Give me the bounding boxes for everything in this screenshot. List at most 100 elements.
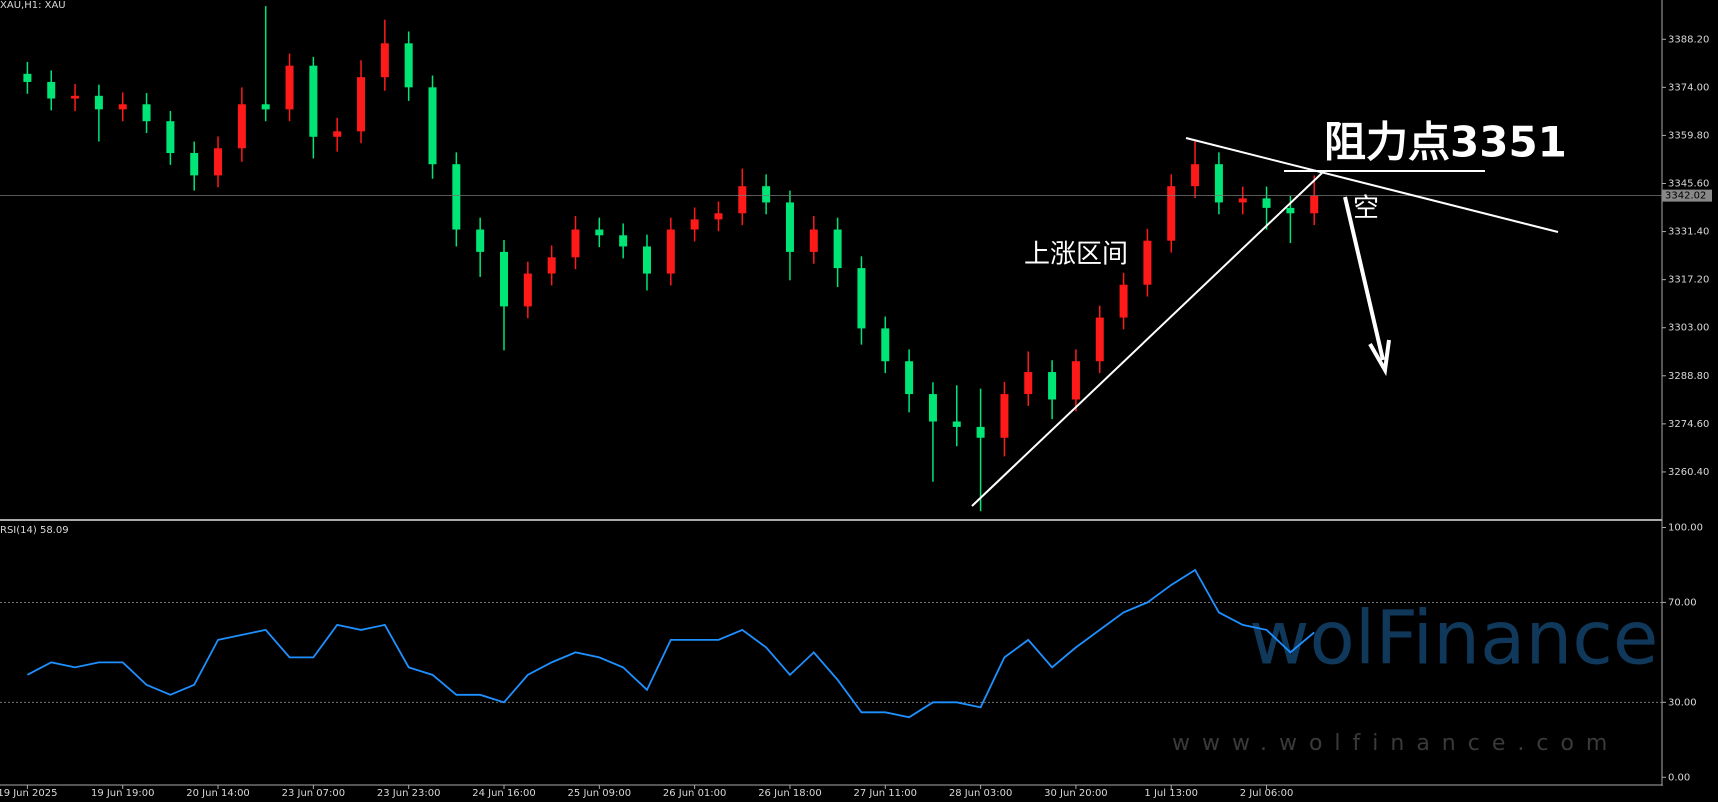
candle-body xyxy=(500,251,508,307)
watermark-brand: wolFinance xyxy=(1249,596,1658,682)
candle-body xyxy=(237,104,246,149)
candle-body xyxy=(738,186,747,214)
candle-body xyxy=(1262,198,1271,208)
candle-body xyxy=(1167,186,1176,241)
candle-body xyxy=(404,43,413,88)
last-price-tag xyxy=(1662,189,1712,202)
candle-body xyxy=(1048,372,1057,400)
candle-body xyxy=(881,328,890,362)
chart-title: XAU,H1: XAU xyxy=(0,0,66,11)
candle-body xyxy=(261,104,270,110)
arrow-shaft xyxy=(1343,196,1385,361)
candle-body xyxy=(71,95,80,99)
x-tick-label: 30 Jun 20:00 xyxy=(1044,788,1108,799)
y-tick-label: 0.00 xyxy=(1668,772,1690,783)
resistance-line xyxy=(1185,137,1559,233)
candle-body xyxy=(214,148,223,176)
rsi-title: RSI(14) 58.09 xyxy=(0,525,69,536)
candle-body xyxy=(928,394,937,422)
candle-body xyxy=(619,235,628,247)
y-tick-label: 3260.40 xyxy=(1668,467,1709,478)
x-tick-label: 23 Jun 23:00 xyxy=(377,788,441,799)
candle-body xyxy=(47,81,56,99)
x-tick-label: 25 Jun 09:00 xyxy=(568,788,632,799)
y-tick-label: 100.00 xyxy=(1668,522,1703,533)
candle-body xyxy=(1119,284,1128,318)
x-tick-label: 27 Jun 11:00 xyxy=(854,788,918,799)
candle-body xyxy=(452,164,461,230)
x-tick-label: 23 Jun 07:00 xyxy=(282,788,346,799)
candle-body xyxy=(428,87,437,165)
x-tick-label: 26 Jun 18:00 xyxy=(758,788,822,799)
candle-body xyxy=(595,229,604,236)
x-tick-label: 19 Jun 19:00 xyxy=(91,788,155,799)
candle-body xyxy=(547,257,556,274)
trend-line xyxy=(971,172,1323,507)
y-tick-label: 3359.80 xyxy=(1668,130,1709,141)
candle-body xyxy=(1214,164,1223,203)
candle-body xyxy=(1286,207,1295,214)
short-label: 空 xyxy=(1353,194,1379,224)
rsi-line xyxy=(26,568,1315,719)
candle-body xyxy=(762,186,771,203)
candle-body xyxy=(142,104,151,122)
y-tick-label: 3331.40 xyxy=(1668,227,1709,238)
candle-body xyxy=(1095,317,1104,362)
candle-body xyxy=(190,153,199,176)
x-tick-label: 28 Jun 03:00 xyxy=(949,788,1013,799)
y-tick-label: 3317.20 xyxy=(1668,275,1709,286)
candle-body xyxy=(642,246,651,274)
candle-body xyxy=(857,268,866,329)
x-tick-label: 26 Jun 01:00 xyxy=(663,788,727,799)
x-tick-label: 24 Jun 16:00 xyxy=(472,788,536,799)
y-tick-label: 3274.60 xyxy=(1668,419,1709,430)
candle-body xyxy=(833,229,842,269)
candle-body xyxy=(976,426,985,438)
range-label: 上涨区间 xyxy=(1024,240,1128,270)
candle-body xyxy=(285,65,294,110)
candle-body xyxy=(309,65,318,137)
y-tick-label: 3388.20 xyxy=(1668,34,1709,45)
y-tick-label: 3288.80 xyxy=(1668,371,1709,382)
candle-body xyxy=(333,131,342,137)
x-tick-label: 20 Jun 14:00 xyxy=(186,788,250,799)
candle-body xyxy=(690,219,699,230)
candle-body xyxy=(785,202,794,252)
watermark-url: www.wolfinance.com xyxy=(1172,731,1619,756)
candle-body xyxy=(476,229,485,252)
candle-body xyxy=(523,273,532,307)
candle-body xyxy=(118,104,127,110)
x-tick-label: 2 Jul 06:00 xyxy=(1240,788,1294,799)
candle-body xyxy=(666,229,675,274)
candle-body xyxy=(1143,240,1152,285)
candle-body xyxy=(1000,394,1009,438)
candle-body xyxy=(714,213,723,220)
candle-body xyxy=(905,361,914,395)
candle-body xyxy=(1238,198,1247,203)
y-tick-label: 3303.00 xyxy=(1668,323,1709,334)
candle-body xyxy=(1191,164,1200,187)
y-tick-label: 30.00 xyxy=(1668,697,1697,708)
candle-body xyxy=(952,421,961,427)
candle-body xyxy=(166,121,175,154)
resistance-label: 阻力点3351 xyxy=(1324,118,1567,167)
y-tick-label: 3345.60 xyxy=(1668,178,1709,189)
candle-body xyxy=(357,77,366,132)
candle-body xyxy=(1310,195,1319,214)
x-tick-label: 19 Jun 2025 xyxy=(0,788,57,799)
y-tick-label: 70.00 xyxy=(1668,597,1697,608)
arrow-head xyxy=(1368,339,1391,377)
marks: 3388.20 3374.00 3359.80 3345.60 3331.40 3317.… xyxy=(0,6,1712,799)
candle-body xyxy=(380,43,389,78)
y-tick-label: 3374.00 xyxy=(1668,82,1709,93)
candle-body xyxy=(1071,361,1080,400)
candle-body xyxy=(94,95,103,110)
candle-body xyxy=(809,229,818,252)
candle-body xyxy=(1024,372,1033,395)
candle-body xyxy=(571,229,580,258)
candle-body xyxy=(23,73,32,82)
last-price-label: 3342.02 xyxy=(1665,191,1706,202)
x-tick-label: 1 Jul 13:00 xyxy=(1144,788,1198,799)
